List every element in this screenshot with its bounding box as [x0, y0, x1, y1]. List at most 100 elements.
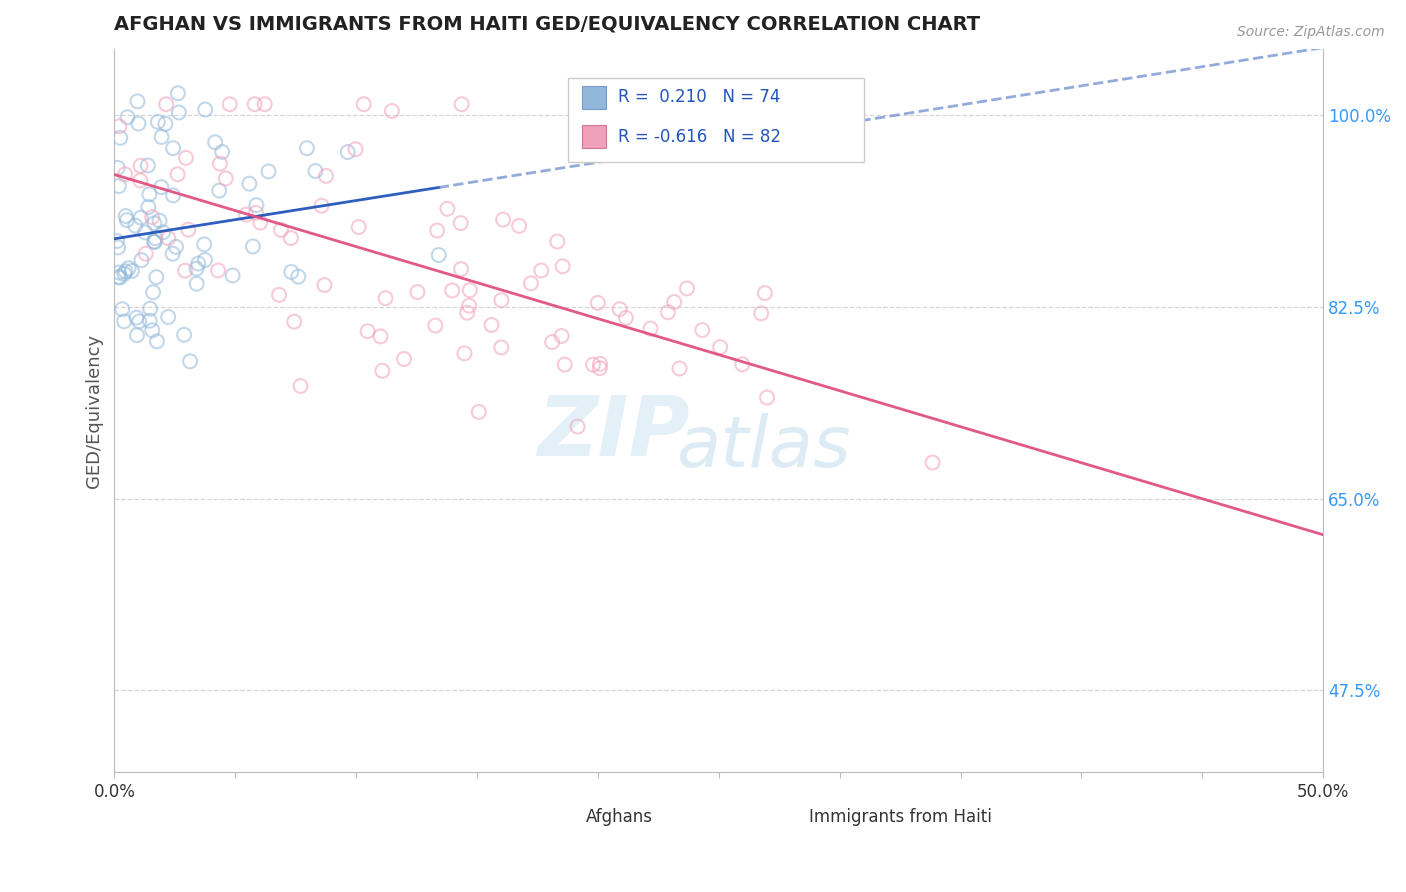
Point	[129, 159, 152, 173]
Point	[253, 97, 276, 112]
Point	[283, 315, 305, 329]
Point	[162, 246, 184, 260]
Point	[107, 161, 129, 175]
Point	[492, 212, 515, 227]
Point	[110, 131, 132, 145]
Point	[221, 268, 243, 283]
Text: AFGHAN VS IMMIGRANTS FROM HAITI GED/EQUIVALENCY CORRELATION CHART: AFGHAN VS IMMIGRANTS FROM HAITI GED/EQUI…	[114, 15, 980, 34]
Point	[114, 167, 136, 181]
Point	[290, 379, 312, 393]
Point	[215, 171, 238, 186]
Point	[336, 145, 359, 159]
Point	[135, 246, 157, 260]
Point	[128, 314, 150, 328]
Point	[546, 235, 568, 249]
Bar	[582, 126, 606, 148]
Point	[427, 248, 450, 262]
Point	[426, 223, 449, 237]
Point	[245, 206, 267, 220]
Point	[304, 164, 326, 178]
Point	[112, 314, 135, 328]
Text: Source: ZipAtlas.com: Source: ZipAtlas.com	[1237, 25, 1385, 39]
Point	[115, 213, 138, 227]
Point	[152, 225, 174, 239]
Point	[450, 97, 472, 112]
Bar	[568, 78, 863, 161]
Point	[491, 341, 513, 355]
Text: Immigrants from Haiti: Immigrants from Haiti	[810, 807, 993, 826]
Point	[125, 310, 148, 325]
Text: ZIP: ZIP	[537, 392, 690, 473]
Point	[520, 277, 543, 291]
Point	[139, 301, 162, 316]
Point	[243, 97, 266, 112]
Point	[436, 202, 458, 216]
Point	[676, 281, 699, 295]
Point	[108, 270, 131, 285]
Point	[129, 211, 152, 225]
Point	[249, 216, 271, 230]
Point	[280, 265, 302, 279]
Text: atlas: atlas	[676, 413, 851, 482]
Point	[167, 87, 190, 101]
Text: Afghans: Afghans	[586, 807, 652, 826]
Point	[921, 456, 943, 470]
Point	[107, 240, 129, 254]
Point	[692, 323, 714, 337]
Point	[295, 141, 318, 155]
Point	[458, 283, 481, 297]
Point	[138, 187, 160, 202]
Point	[668, 361, 690, 376]
Point	[456, 306, 478, 320]
Point	[174, 151, 197, 165]
Point	[141, 210, 163, 224]
Point	[114, 209, 136, 223]
Point	[392, 351, 415, 366]
Point	[550, 329, 572, 343]
Point	[567, 419, 589, 434]
Point	[356, 324, 378, 338]
Point	[709, 340, 731, 354]
Point	[143, 235, 166, 249]
Point	[756, 391, 779, 405]
Point	[270, 223, 292, 237]
Point	[344, 142, 367, 156]
Point	[280, 231, 302, 245]
Point	[207, 263, 229, 277]
Point	[453, 346, 475, 360]
Point	[127, 95, 149, 109]
Point	[315, 169, 337, 183]
Point	[754, 286, 776, 301]
Point	[242, 239, 264, 253]
Point	[204, 136, 226, 150]
Point	[162, 141, 184, 155]
Bar	[773, 803, 800, 828]
Point	[450, 262, 472, 277]
Point	[481, 318, 503, 332]
Point	[311, 199, 333, 213]
Point	[657, 305, 679, 319]
Bar	[550, 803, 576, 828]
Point	[458, 299, 481, 313]
Point	[136, 158, 159, 172]
Point	[194, 103, 217, 117]
Point	[177, 222, 200, 236]
Point	[238, 177, 260, 191]
Point	[589, 357, 612, 371]
Point	[142, 285, 165, 300]
Point	[662, 295, 685, 310]
Point	[267, 288, 290, 302]
Point	[143, 231, 166, 245]
Point	[530, 263, 553, 277]
Point	[406, 285, 429, 299]
Point	[731, 357, 754, 371]
Y-axis label: GED/Equivalency: GED/Equivalency	[86, 334, 103, 488]
Point	[589, 361, 612, 376]
Point	[582, 358, 605, 372]
Point	[541, 335, 564, 350]
Point	[381, 103, 404, 118]
Point	[146, 334, 169, 349]
Point	[127, 117, 149, 131]
Point	[138, 200, 160, 214]
Point	[245, 198, 267, 212]
